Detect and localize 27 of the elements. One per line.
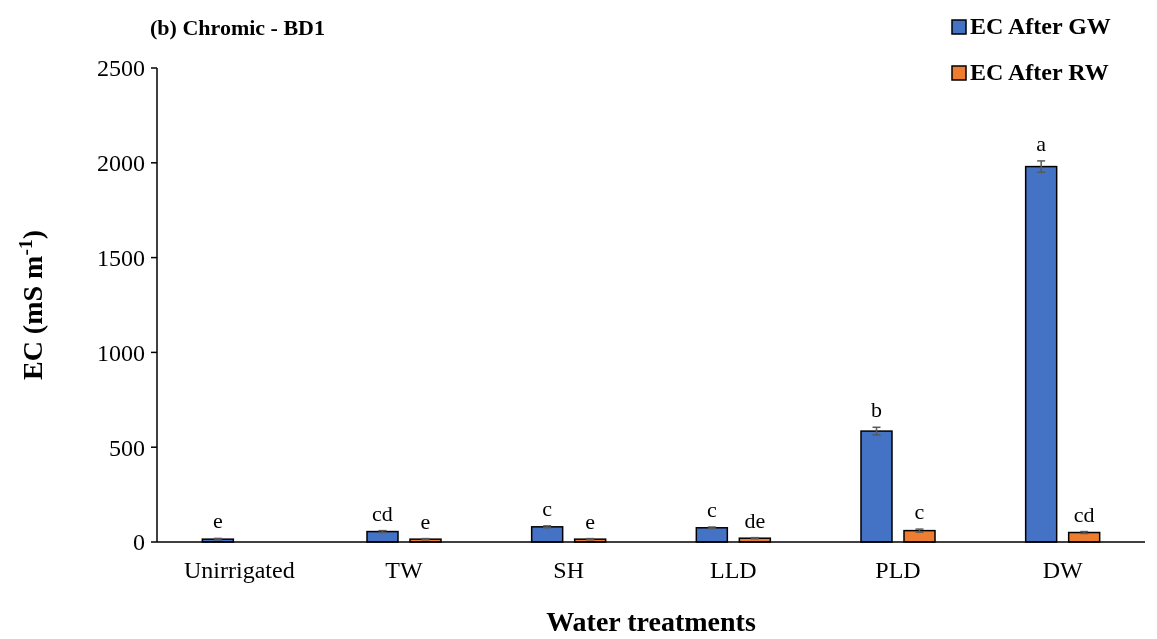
annotation: c bbox=[542, 495, 553, 521]
annotation: b bbox=[871, 397, 882, 423]
annotation: e bbox=[212, 508, 223, 534]
x-axis-title: Water treatments bbox=[546, 606, 756, 637]
y-tick-label: 1000 bbox=[97, 339, 145, 366]
annotation: e bbox=[585, 508, 596, 534]
annotation: cd bbox=[372, 500, 393, 526]
annotation: c bbox=[914, 499, 925, 525]
y-tick-label: 500 bbox=[109, 434, 145, 461]
annotation: de bbox=[744, 507, 766, 533]
x-tick-label: LLD bbox=[710, 557, 757, 583]
x-tick-label: PLD bbox=[875, 557, 921, 583]
y-tick-label: 2500 bbox=[97, 55, 145, 82]
chart-title: (b) Chromic - BD1 bbox=[150, 15, 325, 40]
legend-label: EC After RW bbox=[970, 59, 1109, 85]
x-tick-label: TW bbox=[385, 557, 423, 583]
annotation: e bbox=[420, 508, 431, 534]
annotation: a bbox=[1036, 130, 1047, 156]
x-tick-label: DW bbox=[1042, 557, 1084, 583]
annotation: c bbox=[706, 497, 717, 523]
annotation: cd bbox=[1073, 501, 1095, 527]
y-tick-label: 0 bbox=[133, 529, 145, 556]
legend-label: EC After GW bbox=[970, 13, 1111, 39]
x-tick-label: Unirrigated bbox=[184, 557, 295, 583]
y-tick-label: 1500 bbox=[97, 245, 145, 271]
y-tick-label: 2000 bbox=[97, 150, 145, 177]
x-tick-label: SH bbox=[553, 557, 585, 583]
